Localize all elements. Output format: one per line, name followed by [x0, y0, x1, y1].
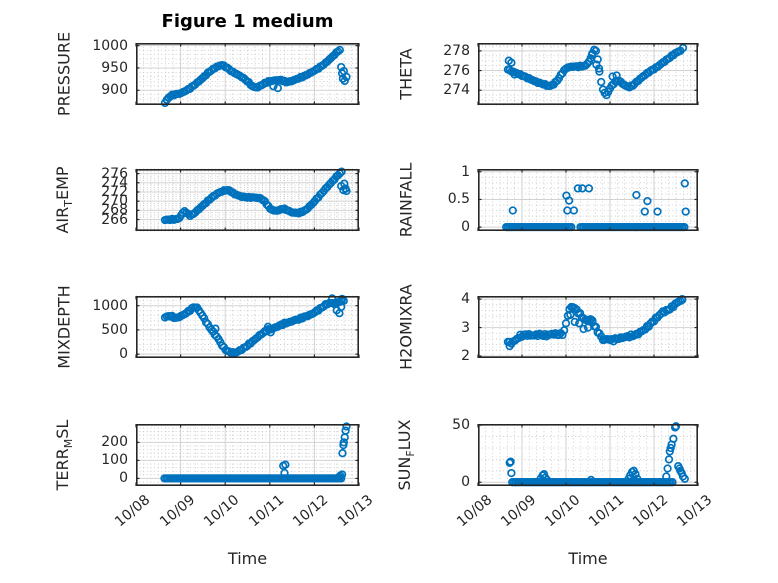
scatter-series-air-temp — [160, 167, 351, 225]
subplot-sun-flux: 0 50 SUNFLUX 10/08 10/09 10/10 10/11 10/12 10/13 — [395, 417, 715, 530]
x-tick-label-10-10: 10/10 — [542, 492, 584, 531]
plot-area-sun-flux — [477, 422, 699, 487]
x-tick-label-10-11: 10/11 — [245, 492, 288, 531]
scatter-series-sun-flux — [505, 422, 689, 487]
y-tick-label-rainfall: 1 — [461, 163, 470, 180]
plot-area-pressure — [135, 43, 360, 108]
y-tick-label-air-temp: 274 — [101, 174, 128, 191]
x-axis-label-left: Time — [227, 549, 268, 568]
x-axis-label-right: Time — [568, 549, 608, 568]
y-tick-label-rainfall: 0 — [461, 219, 470, 236]
scatter-series-mixdepth — [160, 294, 348, 358]
plot-area-theta — [477, 43, 699, 106]
plot-area-rainfall — [477, 169, 699, 232]
axes-frame — [478, 424, 698, 487]
subplot-rainfall: 0 0.5 1 RAINFALL — [397, 163, 699, 237]
x-tick-label-10-12: 10/12 — [290, 492, 332, 531]
y-tick-label-air-temp: 266 — [101, 211, 128, 228]
x-tick-label-10-13: 10/13 — [674, 492, 716, 531]
x-tick-label-10-13: 10/13 — [335, 492, 377, 531]
scatter-series-h2omixra — [503, 294, 687, 351]
y-tick-label-h2omixra: 3 — [461, 319, 470, 336]
y-axis-label-rainfall: RAINFALL — [396, 162, 416, 238]
scatter-series-pressure — [160, 45, 351, 108]
y-tick-label-sun-flux: 0 — [461, 474, 470, 491]
y-tick-label-h2omixra: 4 — [461, 291, 470, 308]
y-axis-label-pressure: PRESSURE — [54, 31, 74, 117]
subplot-h2omixra: 2 3 4 H2OMIXRA — [397, 284, 699, 370]
y-tick-label-h2omixra: 2 — [461, 348, 470, 364]
subplot-terr-msl: 0 100 200 TERRMSL 10/08 10/09 10/10 10/11 10/12 1… — [53, 420, 376, 531]
axes-frame — [136, 424, 359, 487]
y-tick-label-pressure: 900 — [101, 82, 128, 99]
axes-frame — [478, 296, 698, 359]
y-tick-label-pressure: 1000 — [92, 37, 128, 54]
y-tick-label-air-temp: 268 — [101, 202, 128, 219]
x-tick-label-10-08: 10/08 — [454, 492, 496, 531]
y-tick-label-rainfall: 0.5 — [447, 191, 470, 208]
y-tick-label-air-temp: 272 — [101, 183, 128, 200]
axes-frame — [136, 43, 359, 106]
y-tick-label-theta: 278 — [443, 42, 470, 59]
y-tick-label-mixdepth: 1000 — [92, 297, 128, 314]
axes-frame — [136, 169, 359, 232]
x-tick-label-10-10: 10/10 — [201, 492, 243, 531]
subplot-pressure: 900 950 1000 PRESSURE — [55, 32, 360, 116]
subplot-mixdepth: 0 500 1000 MIXDEPTH — [55, 285, 360, 369]
y-tick-label-air-temp: 276 — [101, 165, 128, 182]
y-axis-label-h2omixra: H2OMIXRA — [396, 284, 416, 370]
y-tick-label-mixdepth: 500 — [101, 321, 128, 338]
axes-frame — [136, 296, 359, 359]
y-axis-label-mixdepth: MIXDEPTH — [54, 285, 74, 369]
plot-area-h2omixra — [477, 294, 699, 359]
y-tick-label-theta: 274 — [443, 82, 470, 99]
y-tick-label-terr-msl: 200 — [101, 434, 128, 451]
y-tick-label-theta: 276 — [443, 62, 470, 79]
subplot-air-temp: 266 268 270 272 274 276 AIRTEMP — [53, 166, 360, 234]
y-axis-label-air-temp: AIRTEMP — [52, 166, 76, 234]
y-axis-label-theta: THETA — [396, 48, 416, 100]
x-tick-label-10-09: 10/09 — [498, 492, 540, 531]
y-tick-label-pressure: 950 — [101, 59, 128, 76]
y-tick-label-air-temp: 270 — [101, 193, 128, 210]
axes-frame — [478, 43, 698, 106]
y-tick-label-sun-flux: 50 — [452, 417, 470, 434]
axes-frame — [478, 169, 698, 232]
y-tick-label-terr-msl: 0 — [119, 470, 128, 487]
scatter-series-theta — [503, 43, 688, 100]
y-tick-label-mixdepth: 0 — [119, 346, 128, 363]
scatter-series-terr-msl — [160, 422, 351, 483]
plot-area-mixdepth — [135, 294, 360, 359]
y-tick-label-terr-msl: 100 — [101, 452, 128, 469]
x-tick-label-10-09: 10/09 — [156, 492, 198, 531]
y-axis-label-terr-msl: TERRMSL — [52, 419, 76, 491]
plot-area-terr-msl — [135, 422, 360, 487]
plot-area-air-temp — [135, 167, 360, 232]
y-axis-label-sun-flux: SUNFLUX — [394, 419, 418, 491]
figure-title: Figure 1 medium — [161, 11, 334, 32]
x-tick-label-10-11: 10/11 — [586, 492, 628, 531]
x-tick-label-10-08: 10/08 — [112, 492, 154, 531]
subplot-theta: 274 276 278 THETA — [397, 43, 699, 106]
x-tick-label-10-12: 10/12 — [630, 492, 672, 531]
